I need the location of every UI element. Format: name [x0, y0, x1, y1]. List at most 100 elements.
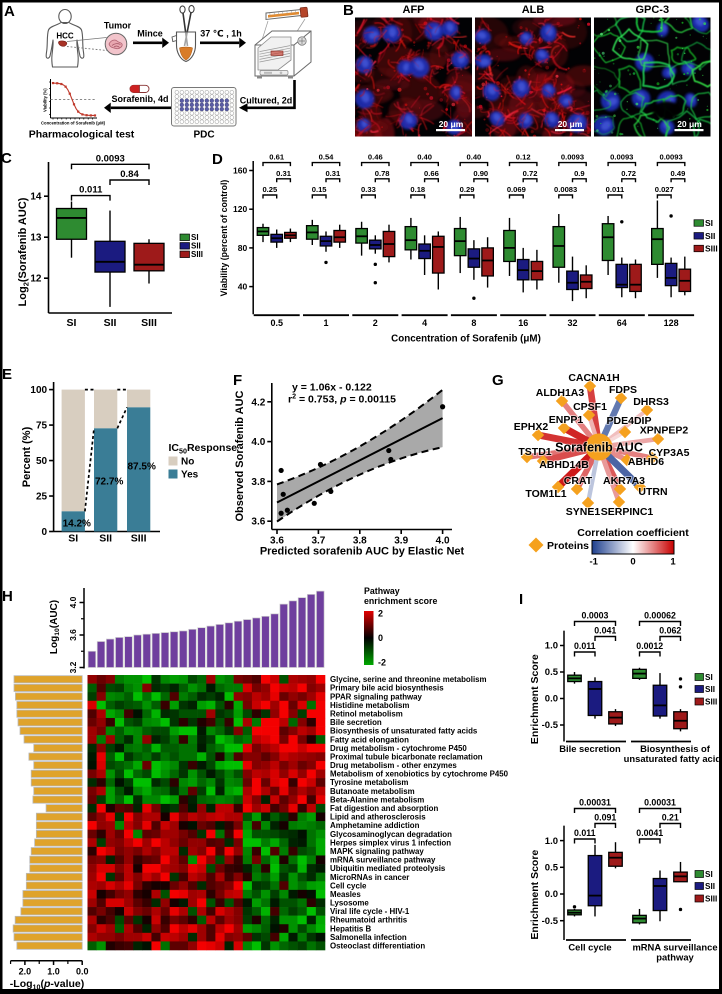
h-cell: [306, 855, 317, 865]
red-haze: [456, 98, 472, 113]
green-speck: [671, 96, 673, 97]
h-cell: [96, 709, 107, 719]
h-cell: [261, 812, 271, 822]
h-cell: [215, 898, 225, 908]
h-pvalue-bar: [35, 829, 83, 838]
insert-line-1: [261, 20, 269, 41]
h-cell: [178, 726, 189, 736]
legend-label-sii: SII: [705, 231, 715, 241]
h-cell: [224, 717, 234, 727]
h-cell: [133, 769, 143, 779]
green-speck: [650, 22, 652, 24]
h-cell: [114, 864, 125, 873]
green-speck: [629, 73, 632, 76]
h-cell: [251, 932, 262, 942]
h-cell: [187, 683, 198, 693]
h-cell: [270, 829, 280, 839]
plate-well: [174, 106, 179, 112]
red-speck: [530, 130, 534, 134]
I2-box-sii-1: [652, 870, 668, 922]
plate-well: [199, 98, 204, 103]
red-speck: [558, 66, 561, 69]
h-cell: [288, 915, 298, 925]
h-cell: [124, 675, 134, 684]
plate-well: [179, 111, 184, 116]
red-fiber: [543, 67, 558, 82]
I2-y-tick-label: 0.5: [545, 863, 559, 874]
red-fiber: [388, 17, 404, 26]
h-cell: [160, 735, 171, 745]
h-cell: [261, 829, 271, 839]
h-top-tick-label: 3.6: [68, 629, 78, 641]
red-speck: [507, 88, 509, 90]
h-cell: [297, 692, 308, 702]
h-auc-bar: [188, 628, 197, 668]
plate-well: [174, 119, 179, 124]
h-cell: [160, 932, 171, 942]
h-cell: [297, 726, 308, 736]
h-pvalue-bar: [45, 804, 83, 813]
h-cell: [279, 743, 289, 753]
h-cell: [160, 795, 171, 805]
c-x-tick-label-si: SI: [67, 317, 77, 329]
h-cell: [197, 889, 207, 899]
I1-box-siii-0: [608, 709, 623, 727]
red-fiber: [338, 57, 351, 64]
red-fiber: [539, 122, 544, 129]
plate-well: [199, 90, 204, 95]
membrane-outline: [663, 17, 694, 34]
falcon-tube-cap: [299, 6, 309, 18]
h-cell: [224, 821, 234, 830]
h-pvalue-bar: [28, 752, 83, 761]
h-cell: [197, 752, 207, 762]
d-p-si-sii-bracket: [459, 194, 475, 199]
e-pct-sii: 72.7%: [95, 477, 123, 488]
h-cell: [124, 786, 134, 796]
red-fiber: [544, 127, 551, 137]
green-speck: [627, 69, 630, 72]
d-x-tick-label: 1: [323, 318, 328, 328]
mini-point: [81, 113, 84, 116]
d-box-sii-2: [368, 235, 382, 285]
h-cell: [297, 864, 308, 873]
h-cell: [160, 821, 171, 830]
h-cell: [105, 778, 116, 788]
f-point: [278, 467, 284, 474]
h-cell: [169, 803, 180, 813]
d-box-sii-64: [615, 220, 629, 298]
h-cell: [315, 846, 326, 856]
f-point: [388, 456, 394, 463]
h-cell: [178, 778, 189, 788]
h-auc-bar: [197, 627, 206, 668]
h-cell: [187, 795, 198, 805]
h-cell: [133, 907, 143, 916]
g-center-label: Sorafenib AUC: [555, 441, 643, 455]
f-equation: y = 1.06x - 0.122: [292, 382, 372, 394]
d-p-sii-siii-bracket: [670, 178, 686, 183]
I2-box-siii-0: [608, 842, 623, 869]
d-box-sii-0.5: [270, 229, 284, 248]
h-cell: [261, 778, 271, 788]
incubator-sample: [270, 50, 284, 56]
red-fiber: [450, 106, 452, 120]
nucleus-core: [452, 122, 459, 131]
h-pvalue-bar: [16, 941, 83, 950]
h-cell: [251, 898, 262, 908]
red-speck: [531, 91, 534, 93]
red-speck: [383, 86, 386, 90]
d-p-si-siii-text: 0.0093: [659, 153, 682, 162]
plate-well: [229, 102, 234, 108]
h-cell: [270, 683, 280, 693]
shelf-line: [259, 53, 291, 60]
d-p-si-sii-bracket: [607, 194, 623, 199]
green-speck: [596, 84, 598, 86]
h-cell: [96, 846, 107, 856]
h-cell: [178, 692, 189, 702]
h-cell: [197, 846, 207, 856]
h-cell: [114, 889, 125, 899]
plate-well: [229, 106, 234, 112]
h-cell: [233, 821, 244, 830]
h-cell: [297, 735, 308, 745]
h-cell: [233, 838, 244, 848]
box-iqr: [629, 263, 642, 293]
